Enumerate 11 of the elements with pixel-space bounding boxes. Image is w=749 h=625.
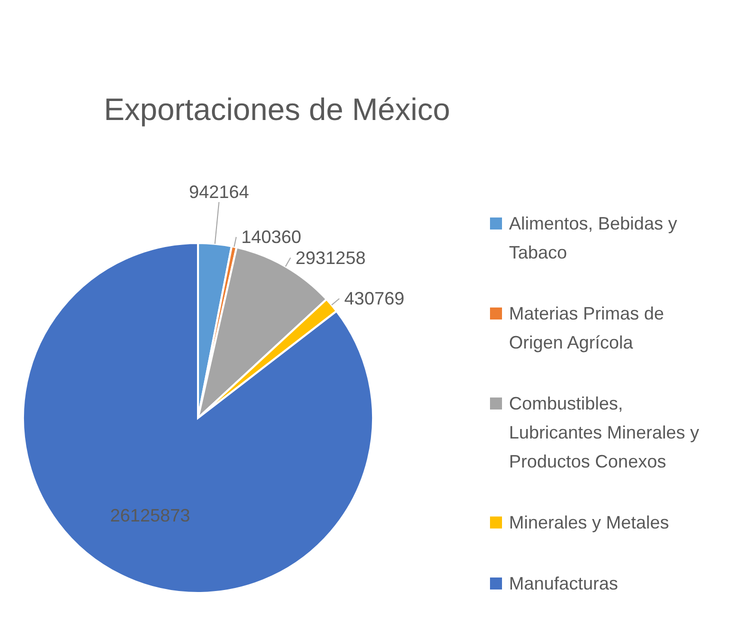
chart-title: Exportaciones de México (104, 92, 450, 127)
data-label: 2931258 (296, 248, 366, 268)
legend-label: Materias Primas de Origen Agrícola (509, 304, 664, 352)
legend-label: Manufacturas (509, 574, 618, 594)
legend-label: Combustibles, Lubricantes Minerales y Productos Conexos (509, 394, 700, 472)
data-label: 942164 (188, 182, 250, 202)
data-label: 26125873 (110, 505, 190, 526)
data-label: 430769 (344, 288, 404, 309)
legend-label: Minerales y Metales (509, 512, 670, 532)
data-label: 140360 (241, 226, 302, 247)
legend-label: Alimentos, Bebidas y Tabaco (509, 214, 678, 262)
